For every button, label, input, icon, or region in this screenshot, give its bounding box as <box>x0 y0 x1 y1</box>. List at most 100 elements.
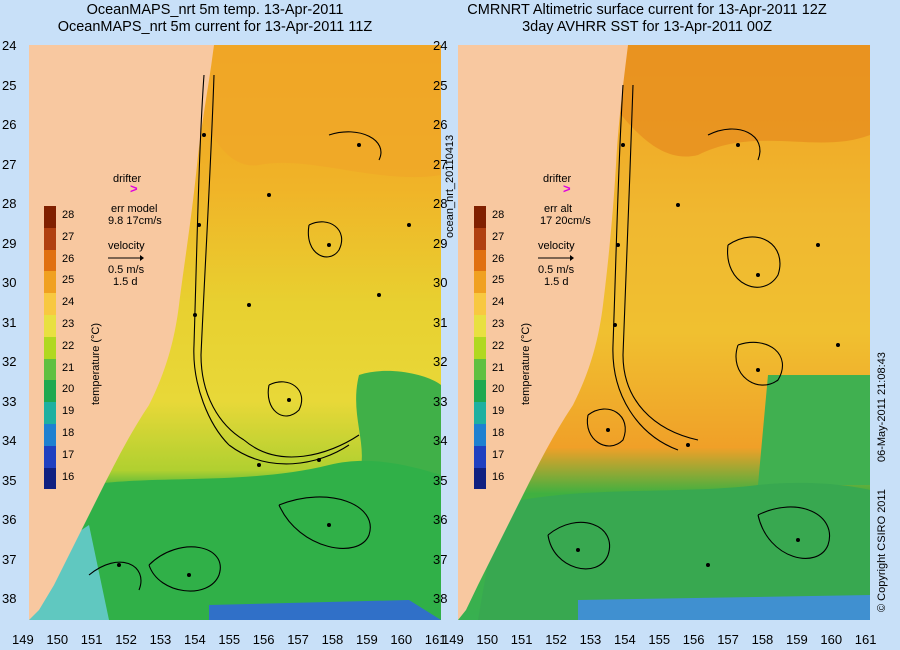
latitude-tick: 30 <box>2 275 17 290</box>
longitude-tick: 150 <box>476 632 499 647</box>
colorbar-tick: 19 <box>62 405 75 418</box>
left-colorbar-title: temperature (°C) <box>90 322 102 405</box>
longitude-tick: 157 <box>717 632 739 647</box>
colorbar-tick: 19 <box>492 405 505 418</box>
right-velocity-label: velocity <box>538 240 575 252</box>
left-map-panel <box>29 45 441 620</box>
longitude-tick: 151 <box>510 632 533 647</box>
colorbar-segment <box>474 467 486 490</box>
colorbar-segment <box>44 227 56 250</box>
colorbar-tick: 22 <box>492 339 505 352</box>
colorbar-segment <box>44 380 56 403</box>
colorbar-tick: 26 <box>62 252 75 265</box>
colorbar-segment <box>474 402 486 424</box>
right-err-value: 17 20cm/s <box>540 215 591 227</box>
colorbar-tick: 25 <box>492 274 505 287</box>
southern-blue <box>209 600 441 620</box>
colorbar-tick: 28 <box>62 209 75 221</box>
longitude-tick: 157 <box>287 632 309 647</box>
right-drifter-label: drifter <box>543 173 572 185</box>
colorbar-segment <box>44 358 56 381</box>
latitude-tick: 27 <box>433 156 448 172</box>
colorbar-segment <box>474 249 486 272</box>
latitude-tick: 35 <box>433 472 448 488</box>
colorbar-segment <box>474 380 486 403</box>
right-velocity-speed: 0.5 m/s <box>538 264 575 276</box>
colorbar-segment <box>44 424 56 446</box>
colorbar-tick: 17 <box>62 448 75 461</box>
colorbar-tick: 22 <box>62 339 75 352</box>
longitude-tick: 149 <box>12 632 34 647</box>
longitude-tick: 153 <box>579 632 602 647</box>
longitude-tick: 152 <box>115 632 137 647</box>
colorbar-tick: 25 <box>62 274 75 287</box>
colorbar-tick: 16 <box>492 470 505 483</box>
longitude-tick: 160 <box>820 632 843 647</box>
latitude-tick: 32 <box>2 354 17 369</box>
colorbar-segment <box>474 271 486 294</box>
warm-core <box>199 45 441 178</box>
left-velocity-arrow <box>108 255 144 261</box>
longitude-tick: 154 <box>614 632 636 647</box>
longitude-tick: 158 <box>751 632 774 647</box>
latitude-tick: 24 <box>433 38 448 53</box>
colorbar-tick: 16 <box>62 470 75 483</box>
latitude-tick: 24 <box>2 38 17 53</box>
latitude-tick: 34 <box>433 433 448 448</box>
latitude-tick: 38 <box>433 591 448 606</box>
current-arrows <box>576 143 840 567</box>
latitude-tick: 29 <box>2 235 17 251</box>
longitude-tick: 160 <box>390 632 413 647</box>
longitude-tick: 159 <box>786 632 808 647</box>
left-err-label: err model <box>111 203 158 215</box>
green-shelf-east <box>356 370 441 475</box>
right-title-line2: 3day AVHRR SST for 13-Apr-2011 00Z <box>522 19 772 35</box>
colorbar-tick: 23 <box>492 318 505 330</box>
colorbar-tick: 20 <box>62 383 75 396</box>
southern-cool-water <box>69 460 441 620</box>
colorbar-tick: 27 <box>492 230 505 243</box>
current-arrows <box>117 133 411 577</box>
colorbar-segment <box>44 249 56 272</box>
latitude-tick: 27 <box>2 156 17 172</box>
colorbar-tick: 24 <box>492 296 505 309</box>
colorbar-tick: 17 <box>492 448 505 461</box>
latitude-tick: 37 <box>433 551 448 567</box>
run-id: ocean_nrt_20110413 <box>444 134 456 238</box>
colorbar-segment <box>474 206 486 228</box>
colorbar-tick: 28 <box>492 209 505 221</box>
southern-blue <box>578 595 870 620</box>
colorbar-segment <box>474 315 486 337</box>
left-velocity-duration: 1.5 d <box>113 276 138 288</box>
colorbar-segment <box>44 206 56 228</box>
latitude-tick: 36 <box>2 512 17 527</box>
left-title-line1: OceanMAPS_nrt 5m temp. 13-Apr-2011 <box>86 2 344 18</box>
longitude-tick: 151 <box>80 632 103 647</box>
latitude-tick: 25 <box>433 77 448 93</box>
colorbar-tick: 24 <box>62 296 75 309</box>
latitude-tick: 37 <box>2 551 17 567</box>
right-title-line1: CMRNRT Altimetric surface current for 13… <box>467 2 827 18</box>
copyright-text: © Copyright CSIRO 2011 <box>876 489 888 612</box>
longitude-tick: 155 <box>648 632 671 647</box>
left-velocity-label: velocity <box>108 240 145 252</box>
right-velocity-duration: 1.5 d <box>544 276 569 288</box>
longitude-tick: 150 <box>46 632 69 647</box>
left-drifter-label: drifter <box>113 173 142 185</box>
colorbar-segment <box>44 402 56 424</box>
southern-cool-water <box>478 482 870 620</box>
latitude-tick: 25 <box>2 77 17 93</box>
colorbar-segment <box>44 467 56 490</box>
right-map-panel <box>458 45 870 620</box>
longitude-tick: 156 <box>682 632 705 647</box>
left-map-canvas <box>29 45 441 620</box>
right-map-canvas <box>458 45 870 620</box>
longitude-tick: 154 <box>184 632 206 647</box>
longitude-tick: 161 <box>854 632 877 647</box>
colorbar-segment <box>44 315 56 337</box>
latitude-tick: 29 <box>433 235 448 251</box>
colorbar-tick: 18 <box>62 427 75 439</box>
latitude-tick: 26 <box>433 117 448 132</box>
latitude-tick: 26 <box>2 117 17 132</box>
coastal-cyan <box>29 525 109 620</box>
